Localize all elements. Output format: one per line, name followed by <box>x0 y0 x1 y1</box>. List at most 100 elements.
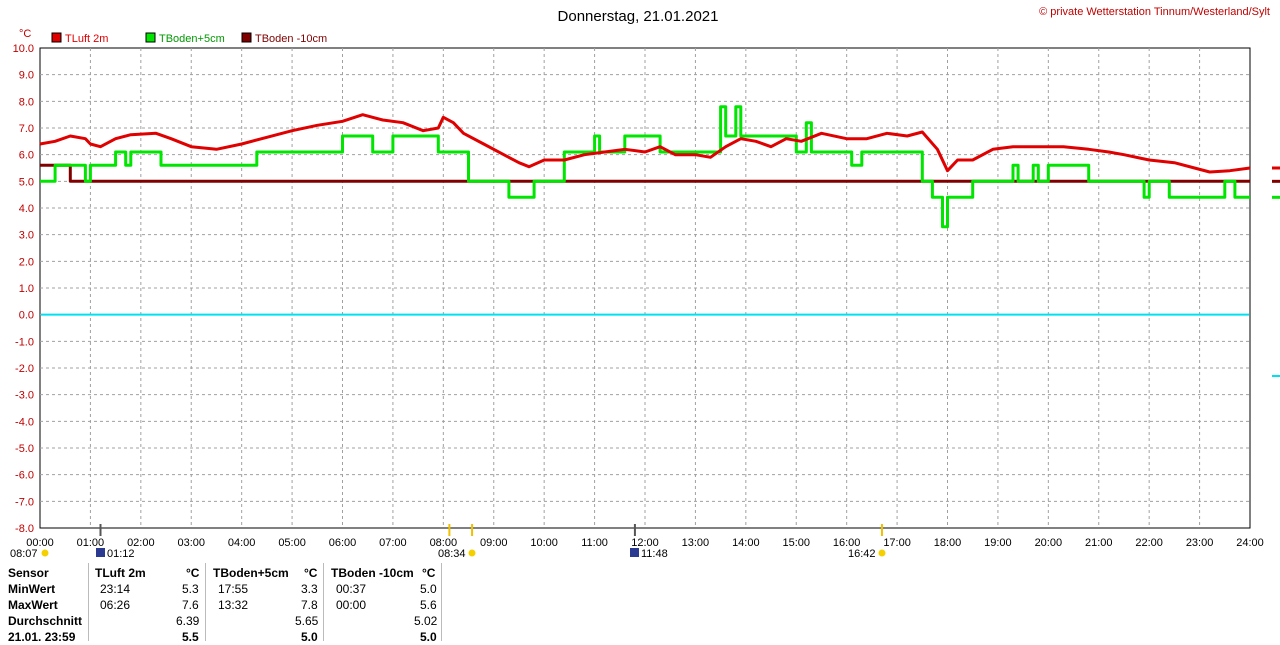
stats-cell: 5.0 <box>420 630 437 644</box>
stats-cell: 5.02 <box>414 614 438 628</box>
stats-cell: MinWert <box>8 582 56 596</box>
x-tick-label: 19:00 <box>984 537 1012 549</box>
y-tick-label: -6.0 <box>15 470 34 482</box>
stats-cell: °C <box>422 566 436 580</box>
legend-swatch <box>145 32 156 43</box>
x-tick-label: 20:00 <box>1035 537 1063 549</box>
x-tick-label: 12:00 <box>631 537 659 549</box>
stats-cell: °C <box>186 566 200 580</box>
legend-label: TBoden+5cm <box>159 33 225 45</box>
y-axis-unit: °C <box>19 28 31 40</box>
x-tick-label: 15:00 <box>782 537 810 549</box>
stats-row: 21.01. 23:59 5.5 5.0 5.0 <box>0 629 442 645</box>
y-tick-label: -3.0 <box>15 390 34 402</box>
legend-swatch <box>241 32 252 43</box>
stats-cell: 17:55 <box>218 582 249 596</box>
x-tick-label: 22:00 <box>1135 537 1163 549</box>
x-axis-ticks: 00:00 01:00 02:00 03:00 04:00 05:00 06:00 07:00… <box>26 537 1264 549</box>
chart-title: Donnerstag, 21.01.2021 <box>558 8 719 25</box>
stats-separator <box>205 563 206 641</box>
stats-cell: 3.3 <box>301 582 318 596</box>
sun-icon <box>878 549 886 557</box>
stats-separator <box>88 563 89 641</box>
y-tick-label: -2.0 <box>15 363 34 375</box>
y-tick-label: 9.0 <box>19 70 34 82</box>
x-tick-label: 21:00 <box>1085 537 1113 549</box>
y-tick-label: 7.0 <box>19 123 34 135</box>
event-label: 16:42 <box>848 548 876 560</box>
stats-cell: 00:37 <box>336 582 367 596</box>
series-line <box>40 105 1250 229</box>
stats-cell: 7.6 <box>182 598 199 612</box>
chart-grid <box>39 47 1251 529</box>
chart-legend: TLuft 2m TBoden+5cm TBoden -10cm <box>51 32 327 45</box>
legend-swatch <box>51 32 62 43</box>
stats-row: MinWert 23:14 5.3 17:55 3.3 00:37 5.0 <box>0 581 442 597</box>
stats-cell: 21.01. 23:59 <box>8 630 76 644</box>
y-tick-label: 0.0 <box>19 310 34 322</box>
y-tick-label: 2.0 <box>19 256 34 268</box>
stats-header-row: Sensor TLuft 2m °C TBoden+5cm °C TBoden -10cm… <box>0 565 442 581</box>
stats-cell: 23:14 <box>100 582 131 596</box>
stats-cell: 5.5 <box>182 630 199 644</box>
x-tick-label: 16:00 <box>833 537 861 549</box>
x-tick-label: 05:00 <box>278 537 306 549</box>
stats-cell: TBoden -10cm <box>331 566 414 580</box>
stats-cell: 5.3 <box>182 582 199 596</box>
statistics-table: Sensor TLuft 2m °C TBoden+5cm °C TBoden -10cm… <box>0 563 442 644</box>
x-tick-label: 01:00 <box>77 537 105 549</box>
series-line <box>39 113 1251 174</box>
stats-cell: 5.0 <box>420 582 437 596</box>
x-tick-label: 03:00 <box>177 537 205 549</box>
y-tick-label: 3.0 <box>19 230 34 242</box>
x-tick-label: 18:00 <box>934 537 962 549</box>
temperature-chart: 10.0 9.0 8.0 7.0 6.0 5.0 4.0 3.0 2.0 1.0 0.0 -1.0 -2… <box>10 6 1280 560</box>
stats-cell: Sensor <box>8 566 49 580</box>
event-label: 11:48 <box>641 548 668 560</box>
stats-cell: 5.65 <box>295 614 319 628</box>
x-tick-label: 24:00 <box>1236 537 1264 549</box>
stats-row: MaxWert 06:26 7.6 13:32 7.8 00:00 5.6 <box>0 597 442 613</box>
stats-cell: 7.8 <box>301 598 318 612</box>
y-tick-label: -7.0 <box>15 496 34 508</box>
stats-cell: MaxWert <box>8 598 58 612</box>
legend-label: TLuft 2m <box>65 33 108 45</box>
moon-icon <box>630 548 639 557</box>
y-tick-label: 6.0 <box>19 150 34 162</box>
x-tick-label: 00:00 <box>26 537 54 549</box>
stats-cell: 5.0 <box>301 630 318 644</box>
stats-cell: TLuft 2m <box>95 566 146 580</box>
x-tick-label: 04:00 <box>228 537 256 549</box>
y-tick-label: -4.0 <box>15 416 34 428</box>
copyright-label: © private Wetterstation Tinnum/Westerlan… <box>1039 6 1270 18</box>
y-axis-ticks: 10.0 9.0 8.0 7.0 6.0 5.0 4.0 3.0 2.0 1.0 0.0 -1.0 -2… <box>13 43 34 535</box>
event-label: 08:34 <box>438 548 466 560</box>
stats-cell: 06:26 <box>100 598 131 612</box>
x-tick-label: 09:00 <box>480 537 508 549</box>
y-tick-label: 5.0 <box>19 176 34 188</box>
x-tick-label: 08:00 <box>430 537 458 549</box>
event-label: 01:12 <box>107 548 135 560</box>
stats-cell: 6.39 <box>176 614 200 628</box>
stats-cell: 5.6 <box>420 598 437 612</box>
sun-icon <box>468 549 476 557</box>
y-tick-label: 1.0 <box>19 283 34 295</box>
stats-separator <box>441 563 442 641</box>
stats-cell: TBoden+5cm <box>213 566 289 580</box>
y-tick-label: -1.0 <box>15 336 34 348</box>
y-tick-label: 10.0 <box>13 43 34 55</box>
sun-icon <box>41 549 49 557</box>
right-edge-markers <box>1272 166 1280 377</box>
x-tick-label: 23:00 <box>1186 537 1214 549</box>
stats-row: Durchschnitt 6.39 5.65 5.02 <box>0 613 442 629</box>
y-tick-label: -8.0 <box>15 523 34 535</box>
x-tick-label: 06:00 <box>329 537 357 549</box>
stats-cell: °C <box>304 566 318 580</box>
x-tick-label: 17:00 <box>883 537 911 549</box>
sun-moon-events: 08:07 01:12 08:34 11:48 16:42 <box>10 524 886 560</box>
x-tick-label: 07:00 <box>379 537 407 549</box>
x-tick-label: 13:00 <box>682 537 710 549</box>
y-tick-label: 8.0 <box>19 96 34 108</box>
moon-icon <box>96 548 105 557</box>
event-label: 08:07 <box>10 548 38 560</box>
